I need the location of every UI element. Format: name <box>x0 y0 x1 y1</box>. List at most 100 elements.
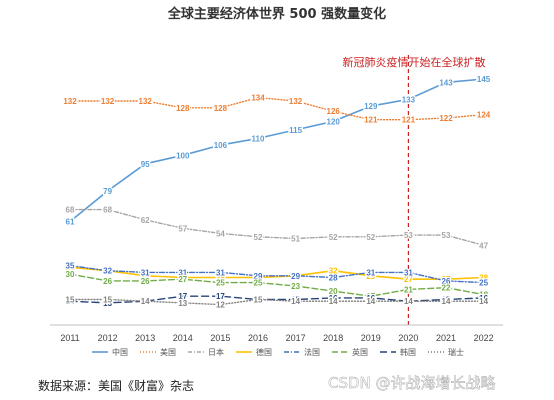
data-label: 68 <box>103 206 112 215</box>
legend-label: 韩国 <box>400 347 416 357</box>
x-axis: 2011 2012 2013 2014 2015 2016 2017 2018 2019 2020… <box>50 324 503 343</box>
data-label: 15 <box>254 296 263 305</box>
legend-label: 美国 <box>160 347 176 357</box>
data-label: 15 <box>442 296 451 305</box>
data-label: 28 <box>178 273 187 282</box>
x-tick-label: 2022 <box>474 333 494 343</box>
data-label: 21 <box>404 285 413 294</box>
series-line <box>69 264 485 284</box>
data-label: 31 <box>141 268 150 277</box>
data-label: 12 <box>216 301 225 310</box>
data-label: 28 <box>254 273 263 282</box>
data-label: 22 <box>442 284 451 293</box>
data-label: 132 <box>289 97 303 106</box>
series-line <box>69 273 485 297</box>
data-label: 53 <box>404 231 413 240</box>
x-tick-label: 2019 <box>361 333 381 343</box>
data-label: 15 <box>66 296 75 305</box>
data-label: 128 <box>214 104 228 113</box>
data-label: 29 <box>366 272 375 281</box>
data-label: 61 <box>66 217 75 226</box>
data-label: 15 <box>291 296 300 305</box>
legend-label: 瑞士 <box>448 347 464 357</box>
data-label: 132 <box>101 97 115 106</box>
data-label: 51 <box>291 234 300 243</box>
data-label: 106 <box>214 141 228 150</box>
data-label: 31 <box>216 268 225 277</box>
legend-label: 法国 <box>304 347 320 357</box>
data-label: 29 <box>141 272 150 281</box>
data-label: 129 <box>364 102 378 111</box>
series-line <box>69 298 485 306</box>
data-label: 14 <box>404 297 413 306</box>
data-label: 27 <box>178 275 187 284</box>
x-tick-label: 2018 <box>323 333 343 343</box>
legend-label: 日本 <box>208 347 224 357</box>
legend: 中国 美国 日本 德国 法国 英国 韩国 瑞士 <box>92 347 464 357</box>
data-label: 54 <box>216 229 225 238</box>
data-label: 53 <box>442 231 451 240</box>
annotation-text: 新冠肺炎疫情开始在全球扩散 <box>343 55 486 69</box>
data-label: 25 <box>216 279 225 288</box>
data-label: 26 <box>442 277 451 286</box>
data-label: 14 <box>291 297 300 306</box>
series-line <box>69 96 485 121</box>
data-label: 30 <box>66 270 75 279</box>
data-label: 132 <box>139 97 153 106</box>
data-label: 26 <box>103 277 112 286</box>
data-label: 134 <box>251 94 265 103</box>
data-label: 32 <box>103 267 112 276</box>
data-label: 35 <box>66 262 75 271</box>
data-label: 28 <box>329 273 338 282</box>
data-label: 29 <box>254 272 263 281</box>
data-label: 133 <box>402 95 416 104</box>
legend-label: 英国 <box>352 347 368 357</box>
data-label: 20 <box>329 287 338 296</box>
data-label: 121 <box>364 116 378 125</box>
data-label: 52 <box>254 233 263 242</box>
data-label: 14 <box>479 297 488 306</box>
data-label: 26 <box>141 277 150 286</box>
data-label: 16 <box>366 294 375 303</box>
data-label: 31 <box>404 268 413 277</box>
data-label: 14 <box>141 297 150 306</box>
data-label: 27 <box>442 275 451 284</box>
data-label: 32 <box>329 267 338 276</box>
x-tick-label: 2017 <box>286 333 306 343</box>
data-label: 128 <box>176 104 190 113</box>
data-label: 100 <box>176 151 190 160</box>
x-tick-label: 2015 <box>210 333 230 343</box>
watermark: CSDN @许战海增长战略 <box>328 374 496 392</box>
series-line <box>69 266 485 281</box>
data-label: 14 <box>442 297 451 306</box>
data-label: 15 <box>103 296 112 305</box>
data-label: 47 <box>479 241 488 250</box>
data-label: 52 <box>329 233 338 242</box>
data-label: 124 <box>477 111 491 120</box>
data-label: 95 <box>141 160 150 169</box>
data-label: 132 <box>63 97 77 106</box>
data-label: 122 <box>439 114 453 123</box>
data-label: 17 <box>178 292 187 301</box>
data-label: 14 <box>366 297 375 306</box>
data-label: 28 <box>216 273 225 282</box>
data-label: 14 <box>404 297 413 306</box>
data-label: 13 <box>178 299 187 308</box>
series-line <box>69 78 485 223</box>
x-tick-label: 2011 <box>60 333 79 343</box>
data-label: 32 <box>103 267 112 276</box>
data-label: 34 <box>66 263 75 272</box>
data-label: 14 <box>66 297 75 306</box>
data-label: 17 <box>366 292 375 301</box>
data-label: 23 <box>291 282 300 291</box>
legend-label: 中国 <box>112 347 128 357</box>
data-label: 110 <box>252 134 265 143</box>
data-label: 57 <box>178 224 187 233</box>
data-label: 115 <box>289 126 302 135</box>
data-label: 14 <box>141 297 150 306</box>
source-note: 数据来源：美国《财富》杂志 <box>38 378 194 393</box>
data-label: 143 <box>439 78 453 87</box>
data-label: 29 <box>291 272 300 281</box>
